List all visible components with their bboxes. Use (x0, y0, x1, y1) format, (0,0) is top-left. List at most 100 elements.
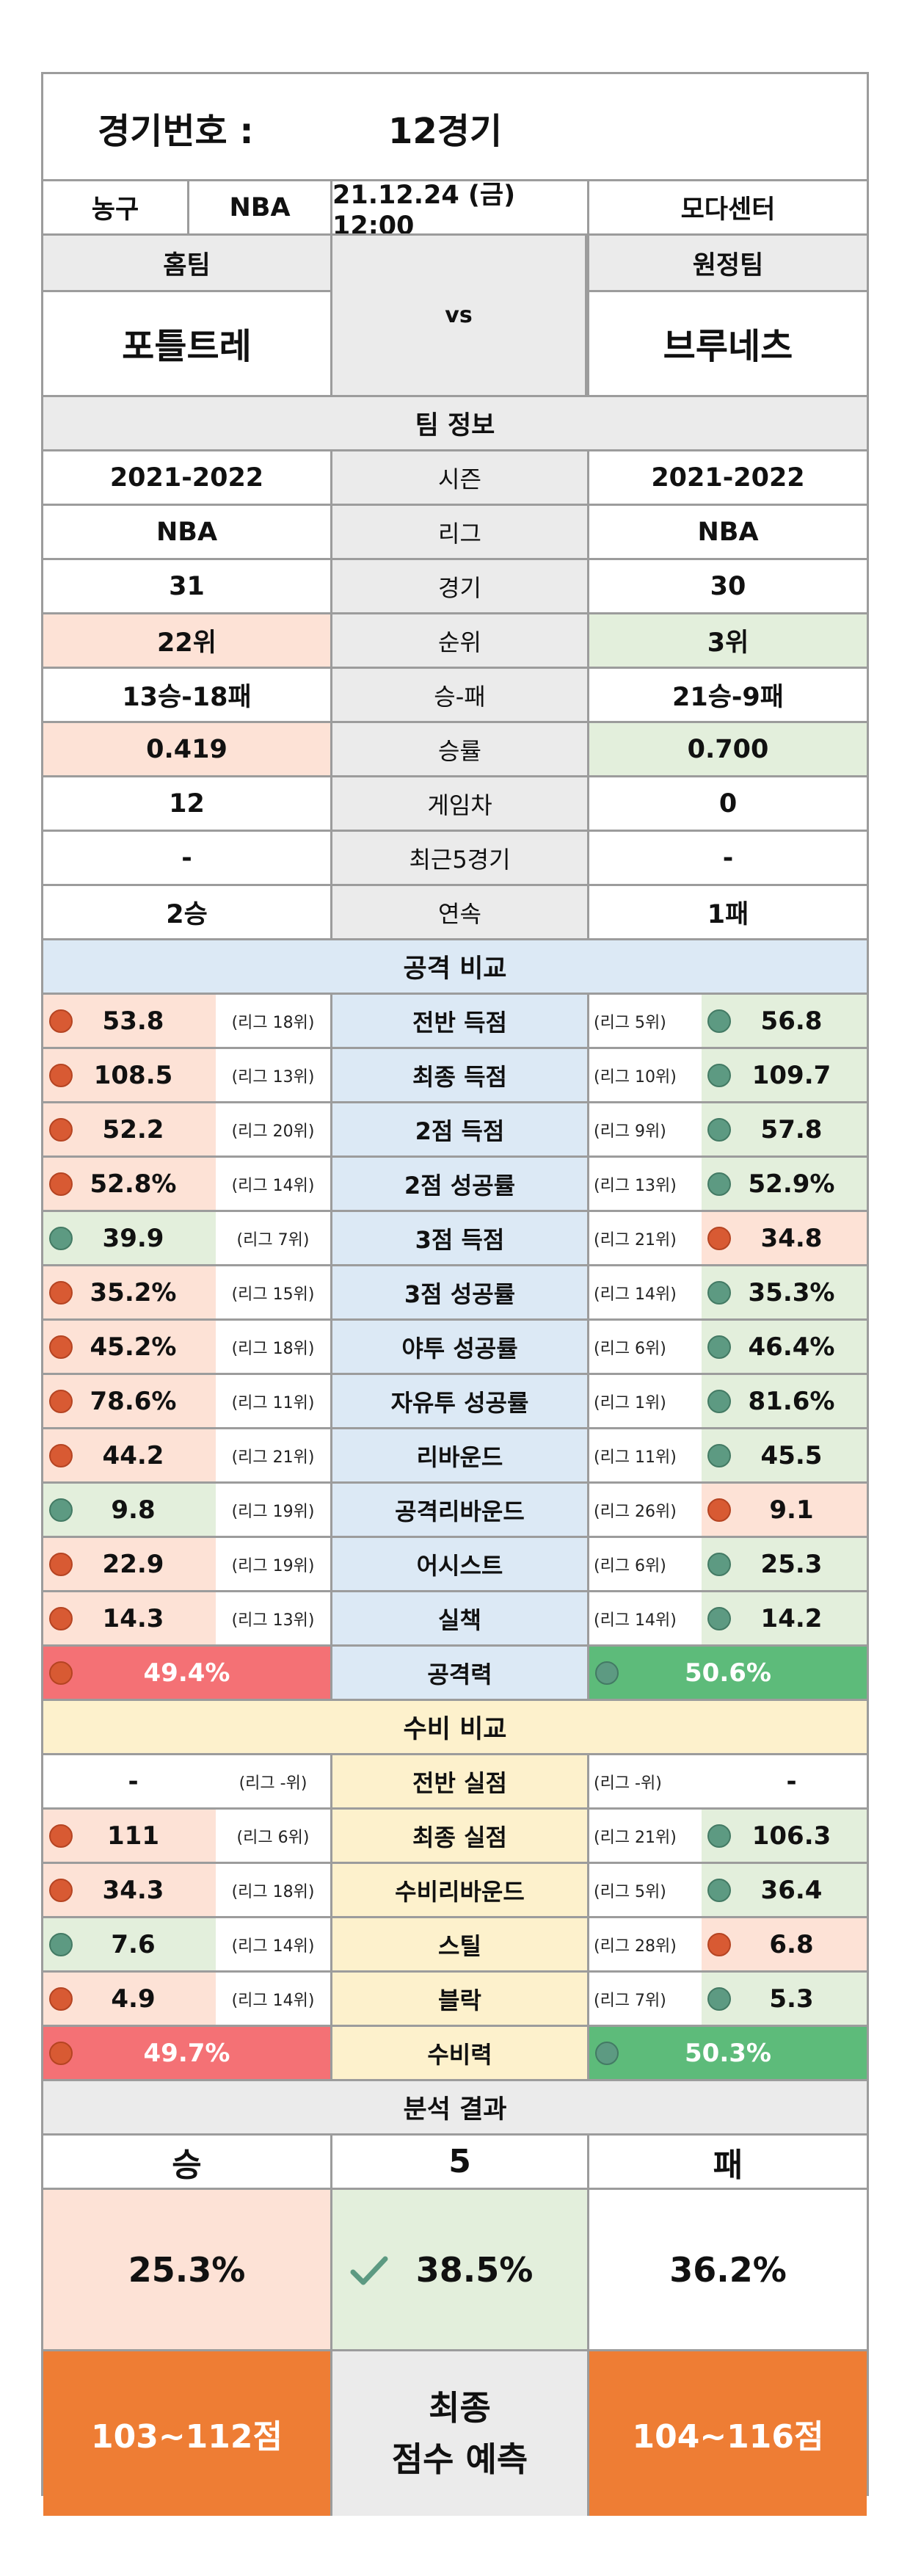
home-indicator-dot (49, 1443, 73, 1467)
home-indicator-dot (49, 1987, 73, 2011)
attack-row: 14.3 (리그 13위) 실책 (리그 14위) 14.2 (43, 1592, 867, 1647)
away-value: 2021-2022 (587, 451, 867, 504)
league-cell: NBA (187, 181, 330, 233)
home-stat-value: 78.6% (43, 1375, 216, 1427)
stat-label: 야투 성공률 (330, 1321, 587, 1373)
away-stat-value: 34.8 (702, 1212, 867, 1264)
row-label: 경기 (330, 560, 587, 612)
attack-row: 78.6% (리그 11위) 자유투 성공률 (리그 1위) 81.6% (43, 1375, 867, 1429)
home-stat-rank: (리그 14위) (231, 1991, 315, 2010)
away-stat-value: 14.2 (702, 1592, 867, 1644)
home-value: - (181, 843, 192, 873)
home-stat-value: - (43, 1755, 216, 1807)
home-indicator-dot (49, 1280, 73, 1305)
defense-row: 111 (리그 6위) 최종 실점 (리그 21위) 106.3 (43, 1810, 867, 1864)
away-value: 0 (587, 777, 867, 830)
away-stat-text: 34.8 (760, 1223, 823, 1253)
home-stat-text: 111 (107, 1821, 159, 1851)
row-label: 게임차 (330, 777, 587, 830)
away-indicator-dot (707, 1009, 731, 1033)
draw-pct: 38.5% (415, 2249, 534, 2290)
home-value: NBA (156, 517, 218, 547)
draw-label: 5 (330, 2136, 587, 2188)
stat-label: 최종 실점 (330, 1810, 587, 1862)
away-stat-text: 109.7 (751, 1060, 831, 1090)
attack-row: 44.2 (리그 21위) 리바운드 (리그 11위) 45.5 (43, 1429, 867, 1484)
home-stat-rank: (리그 13위) (231, 1611, 315, 1630)
home-indicator-dot (49, 1498, 73, 1522)
away-indicator-dot (707, 1117, 731, 1142)
home-stat-text: - (128, 1766, 139, 1796)
away-stat-rank: (리그 6위) (587, 1538, 702, 1590)
attack-row: 39.9 (리그 7위) 3점 득점 (리그 21위) 34.8 (43, 1212, 867, 1266)
home-stat-value: 45.2% (43, 1321, 216, 1373)
away-indicator-dot (707, 1987, 731, 2011)
away-indicator-dot (707, 1878, 731, 1902)
away-value: - (587, 832, 867, 884)
home-stat-rank: (리그 18위) (231, 1013, 315, 1032)
away-value: 30 (587, 560, 867, 612)
away-stat-rank: (리그 14위) (587, 1266, 702, 1318)
home-value: 2021-2022 (109, 462, 264, 493)
away-label: 원정팀 (587, 236, 867, 290)
win-label: 승 (172, 2146, 202, 2184)
header-row: 경기번호 : 12경기 (43, 74, 867, 181)
home-stat-rank: (리그 -위) (239, 1774, 307, 1793)
attack-row: 108.5 (리그 13위) 최종 득점 (리그 10위) 109.7 (43, 1049, 867, 1103)
stat-label: 스틸 (330, 1918, 587, 1970)
away-stat-rank: (리그 26위) (587, 1484, 702, 1536)
home-stat-text: 45.2% (90, 1332, 177, 1362)
away-indicator-dot (707, 1932, 731, 1956)
home-stat-value: 53.8 (43, 995, 216, 1047)
away-value: NBA (587, 506, 867, 558)
away-indicator-dot (707, 1498, 731, 1522)
info-row: 농구 NBA 21.12.24 (금) 12:00 모다센터 (43, 181, 867, 236)
attack-row: 52.2 (리그 20위) 2점 득점 (리그 9위) 57.8 (43, 1103, 867, 1158)
row-label: 승률 (330, 723, 587, 775)
home-stat-value: 39.9 (43, 1212, 216, 1264)
away-indicator-dot (707, 1172, 731, 1196)
attack-header: 공격 비교 (43, 940, 867, 995)
away-stat-text: 36.4 (760, 1875, 823, 1905)
home-stat-value: 7.6 (43, 1918, 216, 1970)
home-stat-rank: (리그 19위) (231, 1502, 315, 1521)
away-value: 21승-9패 (587, 669, 867, 721)
team-info-row: 22위 순위 3위 (43, 614, 867, 669)
home-stat-text: 78.6% (90, 1386, 177, 1416)
defense-row: 34.3 (리그 18위) 수비리바운드 (리그 5위) 36.4 (43, 1864, 867, 1918)
away-team-name: 브루네츠 (587, 290, 867, 395)
away-stat-text: 9.1 (769, 1495, 814, 1525)
home-power: 49.4% (43, 1647, 330, 1699)
home-value: 13승-18패 (122, 683, 252, 712)
away-power: 50.6% (587, 1647, 867, 1699)
away-stat-value: 35.3% (702, 1266, 867, 1318)
team-divider (43, 290, 330, 292)
home-stat-text: 22.9 (102, 1549, 164, 1579)
away-stat-rank: (리그 5위) (587, 1864, 702, 1916)
away-value: 1패 (587, 886, 867, 938)
away-stat-rank: (리그 10위) (587, 1049, 702, 1101)
defense-header-title: 수비 비교 (403, 1715, 507, 1744)
result-header: 분석 결과 (43, 2081, 867, 2136)
loss-label: 패 (587, 2136, 867, 2188)
stat-label: 3점 성공률 (330, 1266, 587, 1318)
stat-label: 수비리바운드 (330, 1864, 587, 1916)
row-label: 리그 (330, 506, 587, 558)
home-power-text: 49.7% (143, 2038, 230, 2068)
away-stat-text: 6.8 (769, 1929, 814, 1959)
away-stat-text: 14.2 (760, 1603, 823, 1633)
home-stat-rank: (리그 18위) (231, 1339, 315, 1358)
home-value: 22위 (43, 614, 330, 667)
home-stat-text: 4.9 (111, 1984, 156, 2014)
away-stat-value: 9.1 (702, 1484, 867, 1536)
away-indicator-dot (707, 1280, 731, 1305)
away-stat-value: 81.6% (702, 1375, 867, 1427)
away-stat-value: - (702, 1755, 867, 1807)
away-stat-rank: (리그 5위) (587, 995, 702, 1047)
home-stat-value: 108.5 (43, 1049, 216, 1101)
team-info-row: NBA 리그 NBA (43, 506, 867, 560)
row-label: 최근5경기 (330, 832, 587, 884)
stat-label: 공격리바운드 (330, 1484, 587, 1536)
stat-label: 2점 성공률 (330, 1158, 587, 1210)
home-score-prediction: 103~112점 (43, 2351, 330, 2516)
